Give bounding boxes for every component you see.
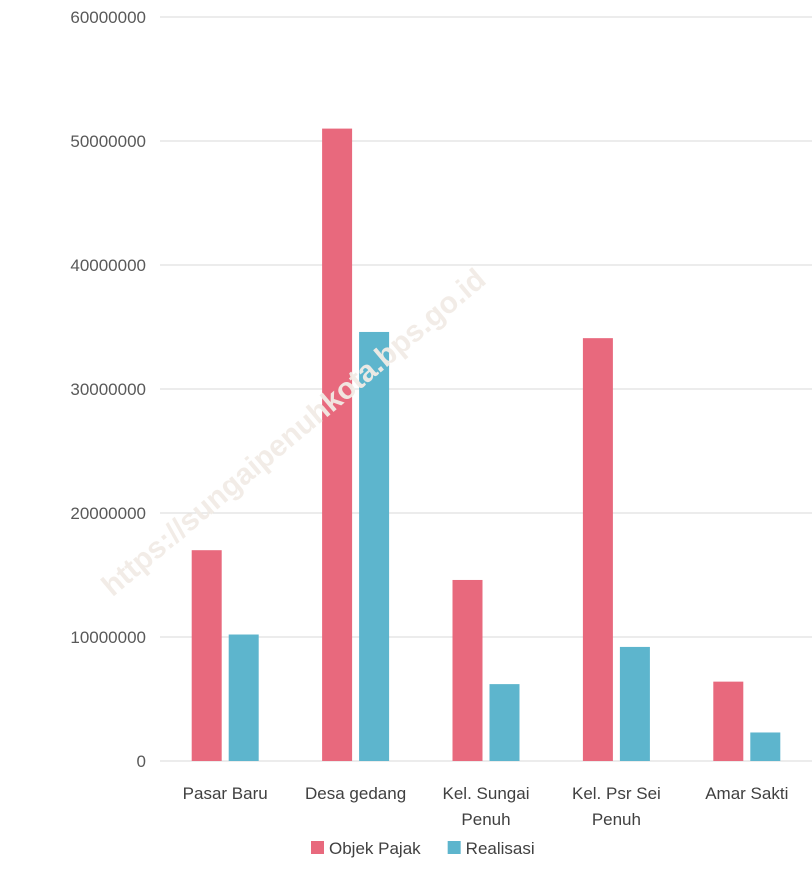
x-category-label: Kel. Sungai Penuh bbox=[443, 784, 530, 829]
y-tick-label: 0 bbox=[137, 752, 146, 771]
bar-objek-pajak bbox=[713, 681, 744, 761]
gridlines bbox=[160, 16, 812, 762]
bar-realisasi bbox=[619, 646, 650, 761]
x-category-label: Pasar Baru bbox=[183, 784, 268, 803]
x-category-label: Kel. Psr Sei Penuh bbox=[572, 784, 661, 829]
y-tick-label: 30000000 bbox=[70, 380, 146, 399]
y-tick-label: 40000000 bbox=[70, 256, 146, 275]
bar-objek-pajak bbox=[582, 338, 613, 761]
bars bbox=[191, 128, 781, 762]
legend-label: Objek Pajak bbox=[329, 839, 421, 858]
bar-objek-pajak bbox=[191, 550, 222, 761]
legend-label: Realisasi bbox=[466, 839, 535, 858]
watermark-text: https://sungaipenuhkota.bps.go.id bbox=[96, 263, 493, 603]
bar-realisasi bbox=[359, 331, 390, 761]
bar-objek-pajak bbox=[452, 579, 483, 761]
y-axis: 0 10000000 20000000 30000000 40000000 5000000… bbox=[70, 8, 146, 771]
legend-swatch bbox=[447, 841, 461, 854]
y-tick-label: 10000000 bbox=[70, 628, 146, 647]
bar-realisasi bbox=[750, 732, 781, 761]
bar-realisasi bbox=[489, 684, 520, 761]
y-tick-label: 20000000 bbox=[70, 504, 146, 523]
x-axis: Pasar Baru Desa gedang Kel. Sungai Penuh Kel… bbox=[183, 784, 789, 829]
legend-swatch bbox=[311, 841, 324, 854]
x-category-label: Amar Sakti bbox=[705, 784, 788, 803]
y-tick-label: 60000000 bbox=[70, 8, 146, 27]
x-category-label: Desa gedang bbox=[305, 784, 406, 803]
bar-objek-pajak bbox=[322, 128, 353, 762]
bar-realisasi bbox=[228, 634, 259, 761]
legend: Objek Pajak Realisasi bbox=[311, 839, 535, 858]
y-tick-label: 50000000 bbox=[70, 132, 146, 151]
